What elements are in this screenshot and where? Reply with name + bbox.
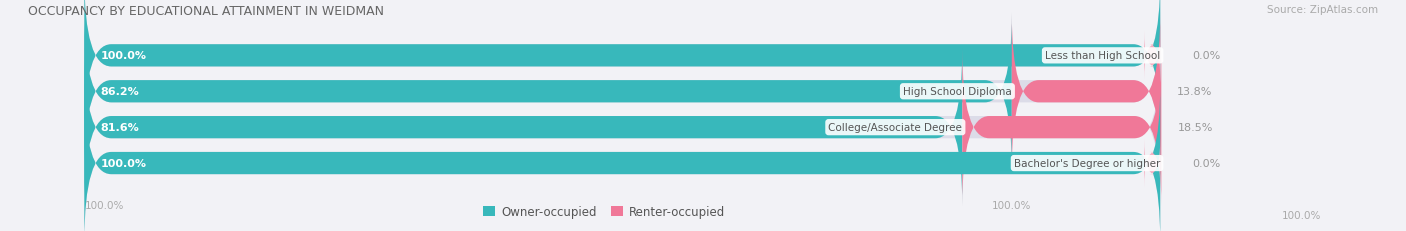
FancyBboxPatch shape [1012, 14, 1160, 170]
FancyBboxPatch shape [84, 49, 1160, 206]
FancyBboxPatch shape [84, 14, 1012, 170]
Text: 18.5%: 18.5% [1177, 123, 1213, 133]
FancyBboxPatch shape [84, 0, 1160, 134]
Text: OCCUPANCY BY EDUCATIONAL ATTAINMENT IN WEIDMAN: OCCUPANCY BY EDUCATIONAL ATTAINMENT IN W… [28, 5, 384, 18]
Text: 100.0%: 100.0% [100, 158, 146, 168]
Text: 100.0%: 100.0% [991, 201, 1031, 210]
Legend: Owner-occupied, Renter-occupied: Owner-occupied, Renter-occupied [478, 201, 730, 223]
FancyBboxPatch shape [84, 0, 1160, 134]
Text: 86.2%: 86.2% [100, 87, 139, 97]
Text: Bachelor's Degree or higher: Bachelor's Degree or higher [1014, 158, 1160, 168]
FancyBboxPatch shape [84, 85, 1160, 231]
Text: High School Diploma: High School Diploma [903, 87, 1012, 97]
Text: 13.8%: 13.8% [1177, 87, 1212, 97]
FancyBboxPatch shape [84, 85, 1160, 231]
FancyBboxPatch shape [962, 49, 1161, 206]
Text: Less than High School: Less than High School [1045, 51, 1160, 61]
Text: 100.0%: 100.0% [84, 201, 124, 210]
Text: College/Associate Degree: College/Associate Degree [828, 123, 962, 133]
FancyBboxPatch shape [1144, 31, 1160, 81]
FancyBboxPatch shape [1144, 139, 1160, 188]
Text: 100.0%: 100.0% [100, 51, 146, 61]
Text: 0.0%: 0.0% [1192, 158, 1220, 168]
Text: 0.0%: 0.0% [1192, 51, 1220, 61]
Text: 81.6%: 81.6% [100, 123, 139, 133]
Text: 100.0%: 100.0% [1282, 210, 1322, 220]
FancyBboxPatch shape [84, 14, 1160, 170]
Text: Source: ZipAtlas.com: Source: ZipAtlas.com [1267, 5, 1378, 15]
FancyBboxPatch shape [84, 49, 962, 206]
